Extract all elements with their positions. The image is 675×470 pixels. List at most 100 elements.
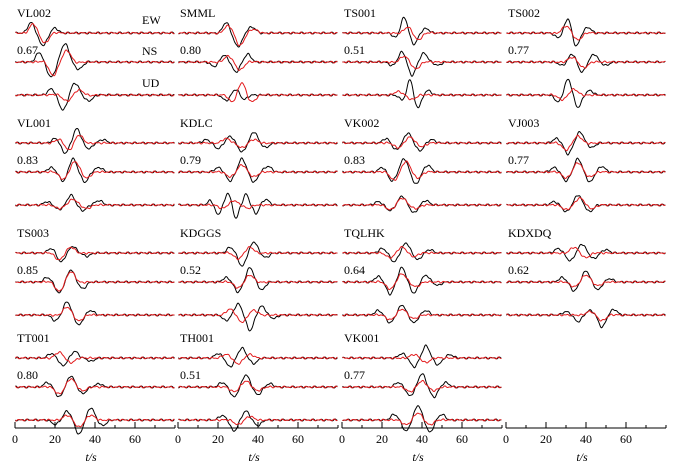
time-axis-column-3: 0 20 40 60 t/s (339, 422, 503, 464)
station-panel-ts002: TS002 0.77 (506, 6, 666, 108)
synthetic-trace (178, 137, 338, 149)
tick-label: 20 (212, 432, 224, 446)
synthetic-trace (342, 136, 502, 149)
correlation-score: 0.80 (180, 43, 201, 57)
observed-trace (15, 301, 175, 326)
observed-trace (506, 195, 666, 213)
synthetic-trace (15, 246, 175, 261)
station-panel-tt001: TT001 0.80 (15, 331, 175, 435)
synthetic-trace (15, 198, 175, 210)
observed-trace (15, 128, 175, 154)
station-name: TS003 (17, 226, 49, 240)
observed-trace (506, 78, 666, 108)
synthetic-trace (178, 353, 338, 365)
synthetic-trace (178, 163, 338, 178)
synthetic-trace (178, 82, 338, 103)
observed-trace (342, 16, 502, 46)
station-panel-kdlc: KDLC 0.79 (178, 116, 338, 219)
synthetic-trace (506, 87, 666, 102)
synthetic-trace (506, 246, 666, 259)
correlation-score: 0.51 (344, 43, 365, 57)
synthetic-trace (342, 197, 502, 211)
synthetic-trace (178, 200, 338, 210)
tick-label: 60 (456, 432, 468, 446)
correlation-score: 0.62 (508, 263, 529, 277)
tick-label: 0 (175, 432, 181, 446)
tick-label: 60 (292, 432, 304, 446)
synthetic-trace (342, 55, 502, 70)
component-label-ud: UD (142, 76, 160, 90)
station-name: VK002 (344, 116, 379, 130)
observed-trace (15, 157, 175, 184)
observed-trace (178, 52, 338, 73)
observed-trace (178, 157, 338, 183)
tick-label: 0 (503, 432, 509, 446)
station-panel-ts001: TS001 0.51 (342, 6, 502, 109)
observed-trace (178, 302, 338, 332)
correlation-score: 0.79 (180, 153, 201, 167)
station-panel-ts003: TS003 0.85 (15, 226, 175, 326)
synthetic-trace (15, 271, 175, 292)
synthetic-trace (15, 135, 175, 151)
synthetic-trace (178, 274, 338, 289)
observed-trace (342, 344, 502, 369)
synthetic-trace (15, 88, 175, 102)
tick-label: 20 (540, 432, 552, 446)
observed-trace (506, 308, 666, 329)
synthetic-trace (15, 49, 175, 77)
correlation-score: 0.83 (344, 153, 365, 167)
tick-label: 60 (620, 432, 632, 446)
synthetic-trace (342, 90, 502, 101)
station-panel-vl002: VL002 0.67 EW NS UD (15, 6, 175, 111)
correlation-score: 0.67 (17, 43, 38, 57)
correlation-score: 0.51 (180, 368, 201, 382)
synthetic-trace (178, 246, 338, 261)
station-name: SMML (180, 6, 215, 20)
observed-trace (342, 158, 502, 184)
tick-label: 40 (89, 432, 101, 446)
tick-label: 40 (416, 432, 428, 446)
synthetic-trace (342, 379, 502, 393)
observed-trace (178, 22, 338, 48)
observed-trace (342, 266, 502, 296)
synthetic-trace (506, 56, 666, 69)
station-panel-smml: SMML 0.80 (178, 6, 338, 103)
station-panel-th001: TH001 0.51 (178, 331, 338, 432)
component-label-ns: NS (142, 44, 157, 58)
x-axis-label: t/s (85, 450, 97, 464)
station-name: TS002 (508, 6, 540, 20)
station-name: VL001 (17, 116, 51, 130)
station-panel-tqlhk: TQLHK 0.64 (342, 226, 502, 324)
observed-trace (506, 157, 666, 183)
station-name: TH001 (180, 331, 214, 345)
synthetic-trace (506, 274, 666, 288)
synthetic-trace (178, 380, 338, 393)
station-panel-kdggs: KDGGS 0.52 (178, 226, 338, 332)
x-axis-label: t/s (412, 450, 424, 464)
station-name: KDXDQ (508, 226, 552, 240)
observed-trace (178, 267, 338, 294)
station-name: TQLHK (344, 226, 385, 240)
synthetic-trace (178, 415, 338, 426)
correlation-score: 0.80 (17, 368, 38, 382)
station-name: VJ003 (508, 116, 539, 130)
correlation-score: 0.77 (508, 153, 529, 167)
tick-label: 20 (376, 432, 388, 446)
tick-label: 0 (339, 432, 345, 446)
tick-label: 0 (12, 432, 18, 446)
station-name: TT001 (17, 331, 50, 345)
station-panel-kdxdq: KDXDQ 0.62 (506, 226, 666, 329)
synthetic-trace (15, 351, 175, 364)
synthetic-trace (342, 26, 502, 40)
synthetic-trace (178, 24, 338, 47)
observed-trace (342, 304, 502, 324)
station-panel-vk002: VK002 0.83 (342, 116, 502, 213)
x-axis-label: t/s (248, 450, 260, 464)
station-name: KDLC (180, 116, 213, 130)
station-panel-vk001: VK001 0.77 (342, 331, 502, 433)
observed-trace (342, 50, 502, 77)
observed-trace (342, 195, 502, 213)
correlation-score: 0.77 (508, 43, 529, 57)
synthetic-trace (342, 160, 502, 181)
station-name: KDGGS (180, 226, 221, 240)
